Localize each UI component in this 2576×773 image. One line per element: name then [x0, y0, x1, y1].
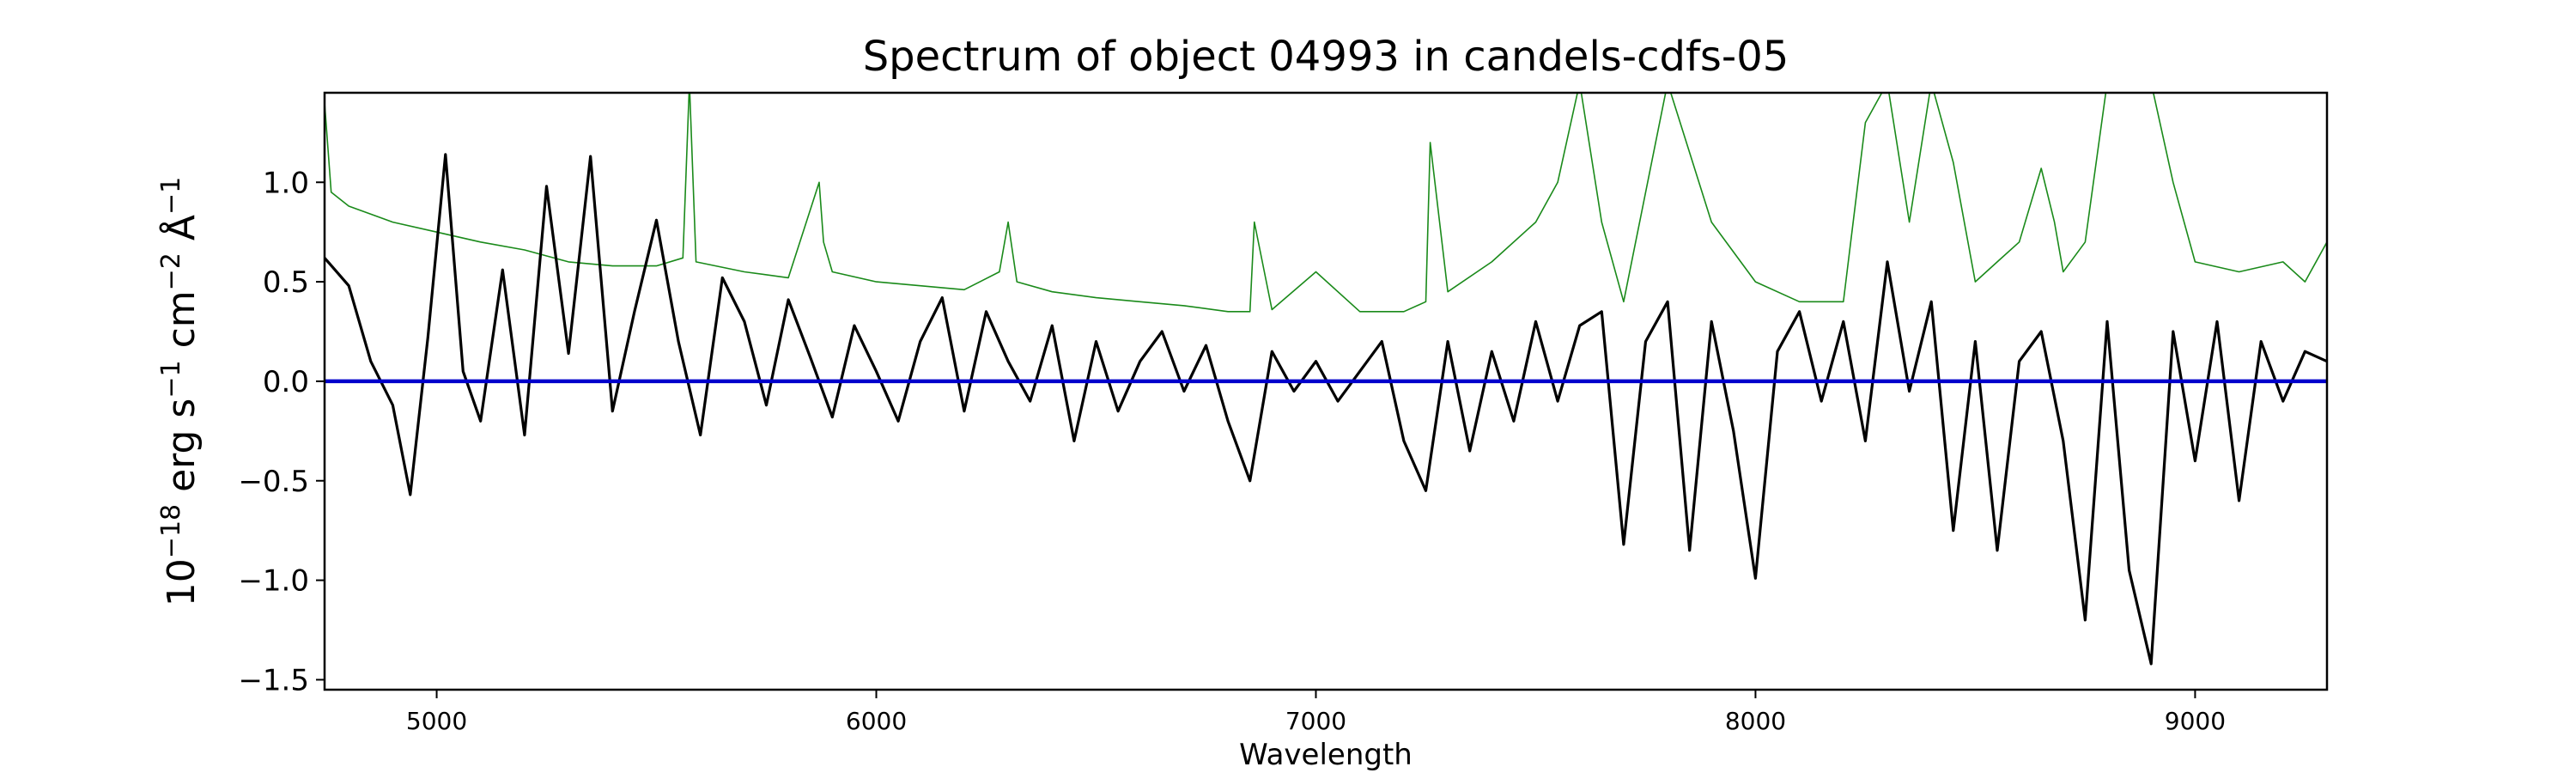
y-label-erg: erg s: [160, 399, 204, 504]
y-tick-label: 1.0: [263, 166, 309, 200]
y-tick-label: 0.0: [263, 365, 309, 399]
series-layer: [325, 93, 2327, 666]
x-axis-ticks: 5000 6000 7000 8000 9000: [406, 690, 2226, 735]
x-tick-label: 7000: [1285, 707, 1346, 735]
error-series-line: [325, 93, 2327, 313]
y-label-ang: Å: [158, 215, 204, 253]
x-tick-label: 6000: [846, 707, 907, 735]
x-tick-label: 9000: [2165, 707, 2226, 735]
y-tick-label: 0.5: [263, 265, 309, 300]
y-tick-label: −1.0: [238, 564, 309, 599]
y-axis-ticks: −1.5 −1.0 −0.5 0.0 0.5 1.0: [238, 166, 325, 697]
y-tick-label: −1.5: [238, 663, 309, 697]
y-label-s-exp: −1: [156, 360, 186, 398]
y-label-ang-exp: −1: [156, 177, 186, 215]
y-label-cm: cm: [160, 290, 204, 360]
x-tick-label: 5000: [406, 707, 467, 735]
x-axis-label: Wavelength: [1239, 738, 1413, 772]
flux-series-line: [325, 153, 2327, 666]
y-axis-label: 10−18 erg s−1 cm−2 Å−1: [156, 177, 204, 606]
y-tick-label: −0.5: [238, 465, 309, 499]
y-label-exp: −18: [156, 504, 186, 558]
y-label-cm-exp: −2: [156, 253, 186, 290]
chart-title: Spectrum of object 04993 in candels-cdfs…: [863, 33, 1789, 81]
y-label-base: 10: [160, 558, 204, 606]
x-tick-label: 8000: [1725, 707, 1786, 735]
plot-frame: [323, 91, 2329, 691]
